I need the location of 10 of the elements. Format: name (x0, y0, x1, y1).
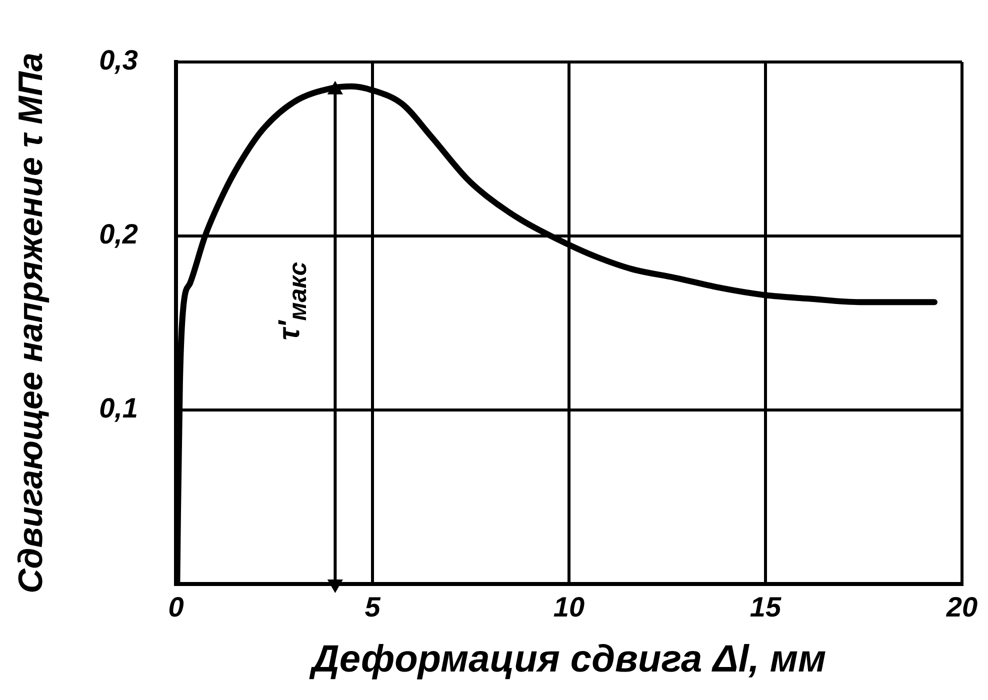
y-tick-label: 0,1 (99, 392, 138, 424)
y-tick-label: 0,3 (99, 44, 138, 76)
y-tick-label: 0,2 (99, 218, 138, 250)
x-tick-label: 20 (945, 592, 978, 623)
y-axis-title: Сдвигающее напряжение τ МПа (12, 52, 50, 594)
x-tick-label: 5 (364, 592, 381, 623)
x-axis-title: Деформация сдвига Δl, мм (308, 638, 826, 681)
x-tick-label: 15 (750, 592, 782, 623)
x-tick-label: 0 (168, 592, 184, 623)
x-tick-label: 10 (553, 592, 585, 623)
